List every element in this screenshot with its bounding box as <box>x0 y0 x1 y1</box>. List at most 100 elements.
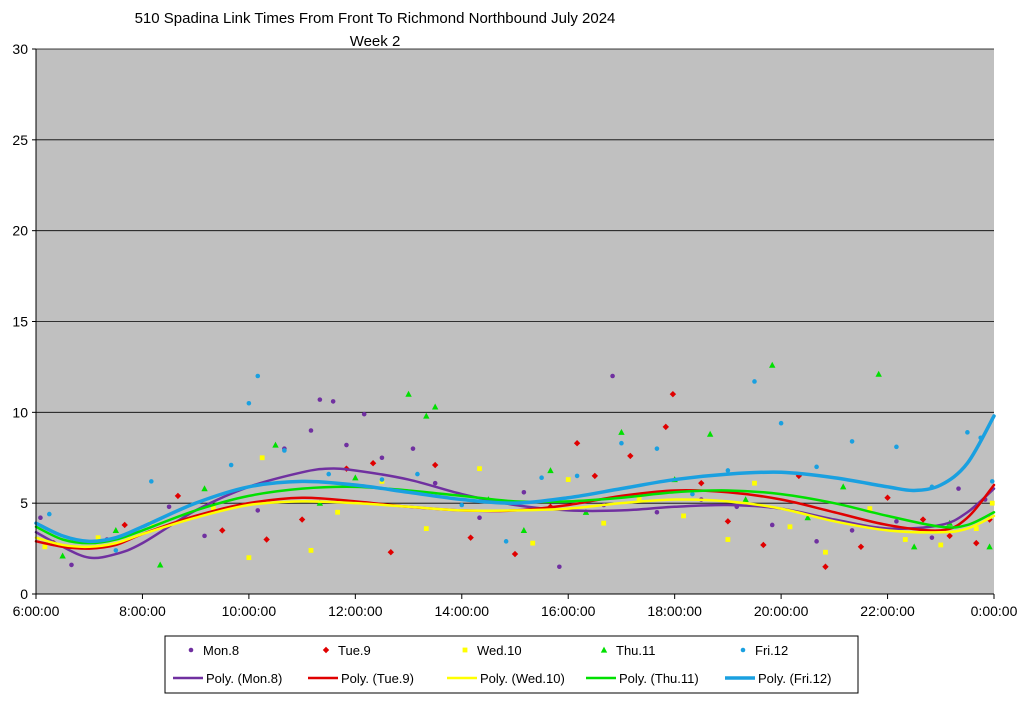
data-point <box>778 420 784 426</box>
data-point <box>884 494 891 501</box>
legend-label: Poly. (Tue.9) <box>341 671 414 686</box>
data-point <box>725 537 731 542</box>
x-tick-label: 8:00:00 <box>119 603 166 619</box>
data-point <box>814 464 819 470</box>
legend-label: Poly. (Fri.12) <box>758 671 831 686</box>
data-point <box>59 552 66 559</box>
legend: Mon.8 Poly. (Mon.8) Tue.9 Poly. (Tue.9) Wed.… <box>164 635 859 694</box>
data-point <box>387 549 395 556</box>
data-point <box>752 480 757 486</box>
data-point <box>431 403 439 410</box>
data-point <box>910 543 918 550</box>
data-point <box>423 412 430 419</box>
data-point <box>202 533 207 539</box>
legend-label: Tue.9 <box>338 643 371 658</box>
data-point <box>330 399 336 404</box>
data-point <box>601 520 607 526</box>
data-point <box>857 543 865 550</box>
data-point <box>263 536 270 543</box>
data-point <box>823 549 828 555</box>
chart-subtitle: Week 2 <box>350 33 401 50</box>
legend-label: Mon.8 <box>203 643 239 658</box>
data-point <box>989 479 995 484</box>
legend-label: Wed.10 <box>477 643 522 658</box>
data-point <box>849 439 855 444</box>
data-point <box>317 397 323 402</box>
data-point <box>149 479 154 484</box>
data-point <box>520 527 528 534</box>
data-point <box>619 440 624 446</box>
data-point <box>618 428 625 435</box>
x-tick-label: 18:00:00 <box>647 603 702 619</box>
data-point <box>352 474 359 481</box>
data-point <box>946 532 953 540</box>
data-point <box>69 562 74 568</box>
data-point <box>530 540 536 546</box>
x-tick-label: 14:00:00 <box>435 603 490 619</box>
data-point <box>410 446 416 451</box>
data-point <box>228 462 234 468</box>
data-point <box>521 489 527 495</box>
trendline <box>34 414 996 544</box>
title-layer: 510 Spadina Link Times From Front To Ric… <box>135 10 616 50</box>
data-point <box>322 646 330 654</box>
data-point <box>867 506 873 512</box>
data-point <box>188 647 194 653</box>
trendlines <box>34 414 996 560</box>
x-tick-label: 22:00:00 <box>860 603 915 619</box>
data-point <box>769 522 775 528</box>
data-point <box>814 539 819 544</box>
data-point <box>459 502 465 508</box>
data-point <box>308 548 314 553</box>
data-point <box>654 509 660 515</box>
data-point <box>255 373 261 379</box>
legend-label: Fri.12 <box>755 643 788 658</box>
data-point <box>156 561 164 568</box>
y-tick-label: 10 <box>12 404 28 420</box>
x-tick-label: 20:00:00 <box>754 603 809 619</box>
data-point <box>565 477 571 482</box>
trendline <box>34 467 996 560</box>
data-point <box>272 441 279 448</box>
data-point <box>298 516 306 523</box>
data-point <box>669 390 677 398</box>
x-tick-label: 6:00:00 <box>13 603 60 619</box>
y-tick-label: 25 <box>12 132 28 148</box>
legend-label: Poly. (Mon.8) <box>206 671 282 686</box>
data-point <box>840 483 847 490</box>
data-point <box>308 428 314 433</box>
data-point <box>477 515 482 520</box>
data-point <box>740 647 746 653</box>
data-point <box>38 515 43 520</box>
data-point <box>547 467 554 474</box>
data-point <box>95 535 101 541</box>
data-point <box>894 519 899 524</box>
data-point <box>431 461 439 469</box>
chart-title: 510 Spadina Link Times From Front To Ric… <box>135 10 616 27</box>
data-point <box>706 430 714 437</box>
y-tick-label: 30 <box>12 41 28 57</box>
data-point <box>432 480 438 486</box>
data-point <box>415 471 420 477</box>
data-point <box>769 361 776 368</box>
data-point <box>174 492 182 500</box>
data-point <box>795 472 803 480</box>
data-point <box>113 548 119 553</box>
data-point <box>47 511 52 517</box>
data-point <box>919 516 927 523</box>
data-point <box>986 543 993 550</box>
data-point <box>574 473 580 479</box>
data-point <box>379 477 385 482</box>
data-point <box>956 486 961 491</box>
data-point <box>121 521 128 529</box>
data-point <box>369 460 377 467</box>
data-point <box>760 541 767 549</box>
data-point <box>361 411 367 417</box>
data-point <box>902 537 908 542</box>
data-point <box>259 455 265 461</box>
data-point <box>539 475 544 481</box>
data-point <box>211 506 216 512</box>
data-point <box>477 466 482 472</box>
data-point <box>326 471 332 477</box>
